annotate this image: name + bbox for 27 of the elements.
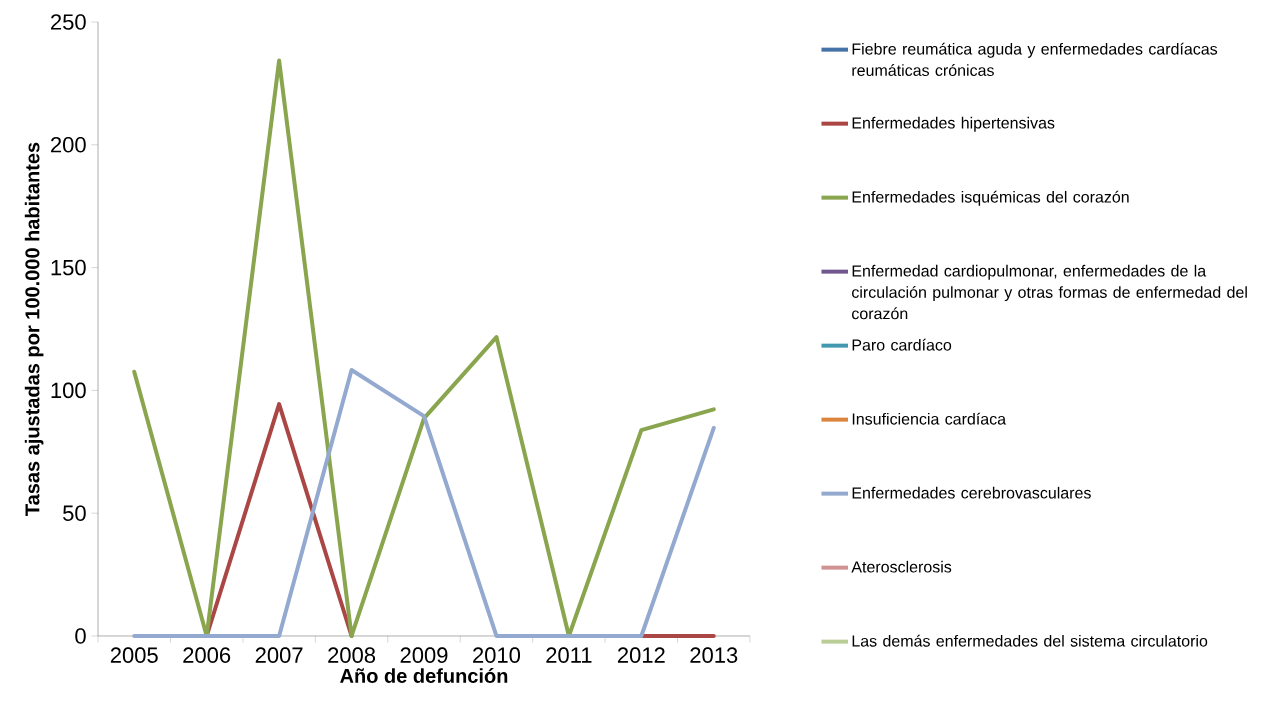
- y-tick-label: 100: [51, 382, 86, 399]
- y-tick-label: 200: [51, 136, 86, 153]
- line-series: [132, 58, 716, 638]
- legend-label: Insuficiencia cardíaca: [852, 412, 1007, 425]
- x-tick-label: 2011: [546, 647, 592, 663]
- x-tick-label: 2008: [328, 647, 376, 663]
- x-tick-label: 2007: [255, 647, 303, 663]
- y-tick-label: 50: [63, 505, 86, 521]
- x-tick-label: 2009: [400, 647, 448, 663]
- x-tick-label: 2006: [183, 647, 231, 663]
- x-axis-title: Año de defunción: [340, 668, 508, 683]
- legend-label: Fiebre reumática aguda y enfermedades cardíacas reumáticas crónicas: [852, 42, 1218, 77]
- legend-label: Enfermedad cardiopulmonar, enfermedades de la circulación pulmonar y otras formas de enfermedad del corazón: [852, 264, 1247, 320]
- y-tick-label: 150: [51, 259, 86, 276]
- x-tick-label: 2013: [690, 647, 738, 663]
- legend-label: Aterosclerosis: [851, 560, 952, 573]
- y-tick-label: 0: [75, 628, 86, 644]
- legend-label: Enfermedades cerebrovasculares: [852, 486, 1091, 499]
- x-tick-label: 2005: [110, 647, 158, 663]
- x-tick-label: 2012: [617, 647, 665, 663]
- legend-label: Las demás enfermedades del sistema circulatorio: [852, 634, 1208, 647]
- y-axis-title: Tasas ajustadas por 100.000 habitantes: [24, 142, 44, 516]
- legend-label: Enfermedades isquémicas del corazón: [852, 190, 1129, 206]
- x-tick-label: 2010: [473, 647, 521, 663]
- legend-label: Paro cardíaco: [852, 338, 952, 351]
- y-tick-label: 250: [51, 14, 86, 30]
- legend-label: Enfermedades hipertensivas: [852, 116, 1055, 132]
